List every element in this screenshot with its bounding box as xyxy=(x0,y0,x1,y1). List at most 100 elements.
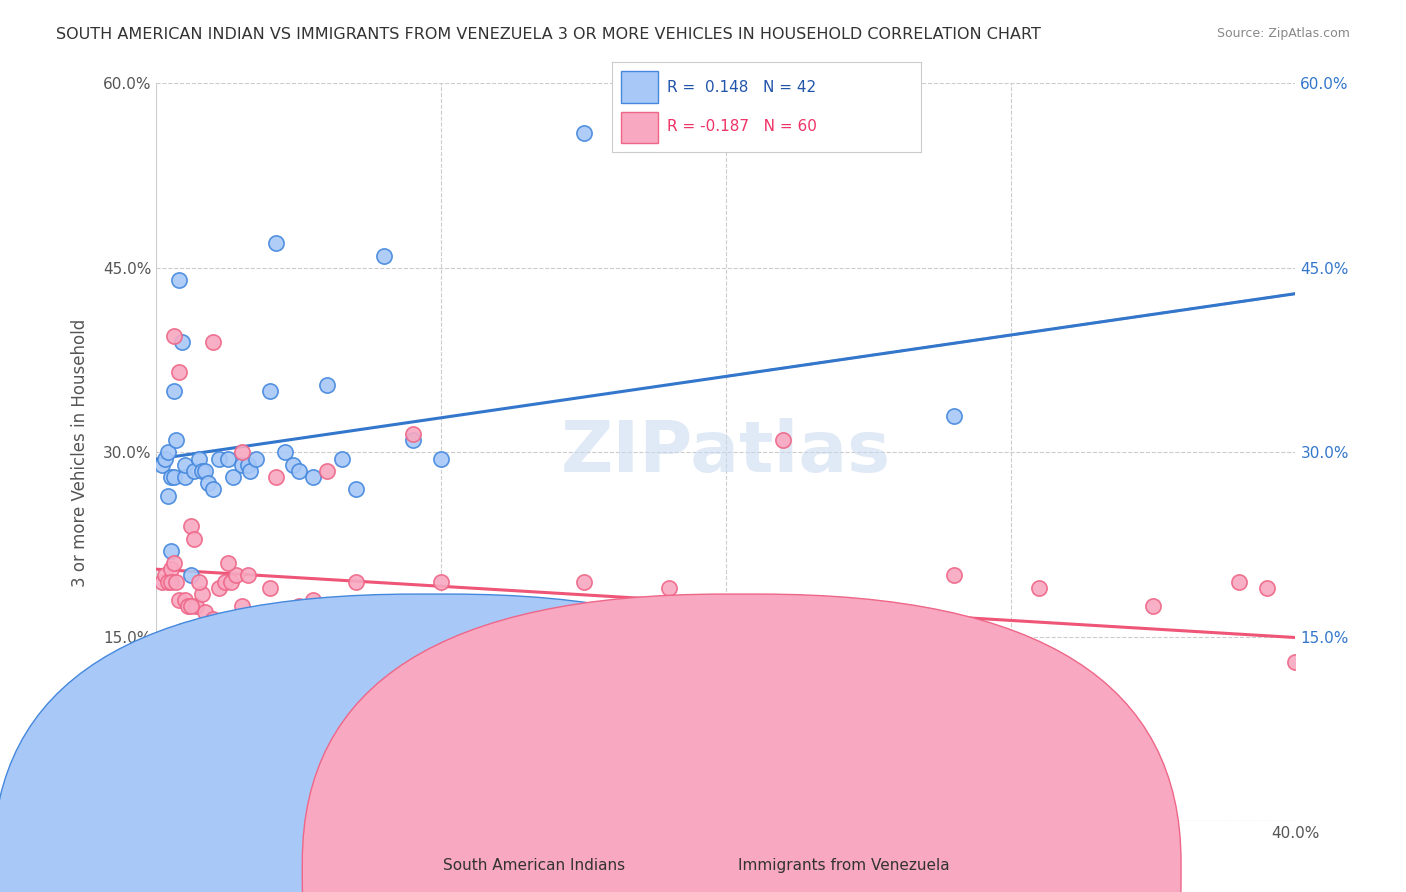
Point xyxy=(153,451,176,466)
Point xyxy=(402,433,425,447)
Point xyxy=(942,409,965,423)
Point xyxy=(430,574,453,589)
Point xyxy=(1142,599,1164,614)
Text: SOUTH AMERICAN INDIAN VS IMMIGRANTS FROM VENEZUELA 3 OR MORE VEHICLES IN HOUSEHO: SOUTH AMERICAN INDIAN VS IMMIGRANTS FROM… xyxy=(56,27,1040,42)
Point xyxy=(208,451,231,466)
Point xyxy=(236,568,259,582)
Point xyxy=(159,574,181,589)
Text: R =  0.148   N = 42: R = 0.148 N = 42 xyxy=(668,80,817,95)
Point xyxy=(188,636,211,650)
Point xyxy=(222,470,245,484)
Point xyxy=(486,599,509,614)
Point xyxy=(344,574,367,589)
Point xyxy=(214,574,236,589)
Point xyxy=(162,384,184,398)
Point xyxy=(239,464,262,478)
Point xyxy=(1028,581,1050,595)
Point xyxy=(174,593,197,607)
Point xyxy=(174,636,197,650)
Point xyxy=(217,556,239,570)
Point xyxy=(169,273,191,287)
Point xyxy=(245,617,267,632)
Point xyxy=(174,458,197,472)
Point xyxy=(402,427,425,442)
Point xyxy=(202,334,225,349)
Point xyxy=(197,617,219,632)
Point xyxy=(194,605,217,619)
Point xyxy=(714,808,737,822)
Point xyxy=(231,599,253,614)
Point xyxy=(169,593,191,607)
Point xyxy=(165,574,187,589)
Point xyxy=(162,556,184,570)
Point xyxy=(183,464,205,478)
Point xyxy=(572,574,595,589)
Point xyxy=(316,377,339,392)
Point xyxy=(153,568,176,582)
Point xyxy=(150,458,173,472)
Text: Source: ZipAtlas.com: Source: ZipAtlas.com xyxy=(1216,27,1350,40)
Point xyxy=(1284,655,1306,669)
Point xyxy=(186,599,208,614)
Point xyxy=(169,366,191,380)
Point xyxy=(202,611,225,625)
Point xyxy=(172,334,194,349)
Point xyxy=(172,624,194,638)
Bar xyxy=(621,71,658,103)
Point xyxy=(174,470,197,484)
Point xyxy=(316,464,339,478)
Point xyxy=(1227,574,1250,589)
Point xyxy=(288,599,311,614)
Bar xyxy=(621,112,658,143)
Point xyxy=(772,433,794,447)
Point xyxy=(273,445,295,459)
Point xyxy=(1000,747,1022,761)
Point xyxy=(264,470,287,484)
Point xyxy=(858,655,880,669)
Point xyxy=(202,483,225,497)
Point xyxy=(302,593,325,607)
Text: ZIPatlas: ZIPatlas xyxy=(561,418,891,487)
Point xyxy=(156,488,179,502)
Point xyxy=(180,568,202,582)
Point xyxy=(264,236,287,251)
Point xyxy=(486,673,509,687)
Point xyxy=(162,470,184,484)
Point xyxy=(288,464,311,478)
Point xyxy=(344,483,367,497)
Point xyxy=(162,328,184,343)
Point xyxy=(159,544,181,558)
Y-axis label: 3 or more Vehicles in Household: 3 or more Vehicles in Household xyxy=(72,318,89,587)
Point xyxy=(283,458,305,472)
Point xyxy=(183,532,205,546)
Point xyxy=(191,464,214,478)
Point xyxy=(194,464,217,478)
Point xyxy=(283,666,305,681)
Point xyxy=(150,574,173,589)
Point xyxy=(231,458,253,472)
Point xyxy=(197,476,219,491)
Point xyxy=(236,458,259,472)
Point xyxy=(217,451,239,466)
Point xyxy=(200,624,222,638)
Point xyxy=(180,519,202,533)
Point xyxy=(572,126,595,140)
Point xyxy=(1256,581,1278,595)
Point xyxy=(330,451,353,466)
Text: South American Indians: South American Indians xyxy=(443,858,626,872)
Point xyxy=(302,470,325,484)
Text: Immigrants from Venezuela: Immigrants from Venezuela xyxy=(738,858,949,872)
Point xyxy=(219,574,242,589)
Point xyxy=(225,568,247,582)
Point xyxy=(156,445,179,459)
Text: R = -0.187   N = 60: R = -0.187 N = 60 xyxy=(668,120,817,134)
Point xyxy=(259,384,281,398)
Point xyxy=(188,451,211,466)
Point xyxy=(273,624,295,638)
Point xyxy=(253,630,276,644)
Point xyxy=(430,451,453,466)
Point xyxy=(231,445,253,459)
Point xyxy=(373,249,395,263)
Point xyxy=(373,666,395,681)
Point xyxy=(942,568,965,582)
